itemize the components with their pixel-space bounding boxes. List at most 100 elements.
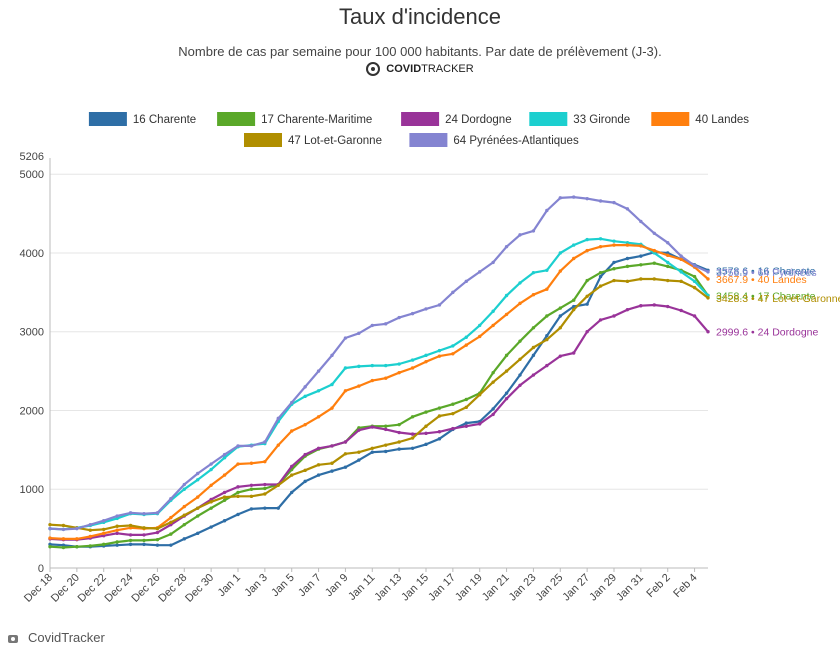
x-tick-label: Jan 19 xyxy=(453,572,485,604)
data-point xyxy=(115,516,119,521)
data-point xyxy=(343,336,348,340)
data-point xyxy=(451,402,455,406)
data-point xyxy=(572,307,576,312)
covidtracker-logo-icon xyxy=(366,62,381,76)
data-point xyxy=(625,279,630,284)
data-point xyxy=(504,369,509,373)
x-tick-label: Jan 15 xyxy=(399,572,431,604)
data-point xyxy=(652,277,656,281)
data-point xyxy=(357,364,361,369)
data-point xyxy=(249,483,254,488)
x-tick-label: Dec 26 xyxy=(129,572,162,605)
data-point xyxy=(397,362,401,366)
data-point xyxy=(585,302,589,306)
data-point xyxy=(652,231,656,235)
data-point xyxy=(531,229,536,233)
data-point xyxy=(585,237,589,242)
data-point xyxy=(531,373,536,377)
x-tick-label: Jan 7 xyxy=(296,572,324,600)
data-point xyxy=(558,314,562,318)
data-point xyxy=(182,522,186,527)
data-point xyxy=(464,279,468,284)
data-point xyxy=(357,331,361,336)
data-point xyxy=(504,353,509,358)
camera-icon xyxy=(8,634,18,643)
data-point xyxy=(437,406,442,410)
data-point xyxy=(276,416,280,421)
data-point xyxy=(612,278,616,283)
data-point xyxy=(384,322,388,326)
legend-swatch xyxy=(88,112,127,126)
data-point xyxy=(222,498,227,502)
data-point xyxy=(478,393,482,397)
data-point xyxy=(437,303,442,307)
x-tick-label: Dec 30 xyxy=(183,572,216,605)
x-tick-label: Dec 28 xyxy=(156,572,189,605)
data-point xyxy=(491,370,495,375)
data-point xyxy=(61,543,66,547)
data-point xyxy=(558,354,562,358)
data-point xyxy=(155,511,160,515)
data-point xyxy=(612,314,616,318)
x-tick-label: Jan 23 xyxy=(507,572,539,604)
data-point xyxy=(612,243,616,247)
data-point xyxy=(545,333,549,338)
data-point xyxy=(598,237,603,241)
data-point xyxy=(491,260,495,265)
data-point xyxy=(303,394,307,399)
x-tick-label: Jan 13 xyxy=(372,572,404,604)
data-point xyxy=(249,494,254,499)
data-point xyxy=(209,467,213,472)
data-point xyxy=(612,267,616,271)
chart-subtitle: Nombre de cas par semaine pour 100 000 h… xyxy=(178,44,662,59)
data-point xyxy=(706,330,710,334)
data-point xyxy=(424,442,428,447)
data-point xyxy=(222,519,227,523)
data-point xyxy=(303,452,307,457)
data-point xyxy=(128,533,133,537)
data-point xyxy=(75,545,79,549)
data-point xyxy=(464,343,468,347)
data-point xyxy=(679,254,683,258)
series-line xyxy=(49,262,709,549)
data-point xyxy=(437,437,442,441)
data-point xyxy=(169,532,173,536)
data-point xyxy=(478,334,482,339)
data-point xyxy=(410,436,415,440)
x-tick-label: Feb 2 xyxy=(644,572,672,600)
brand-rest: TRACKER xyxy=(421,63,474,75)
data-point xyxy=(343,465,348,469)
data-point xyxy=(222,495,227,499)
data-point xyxy=(330,461,334,465)
data-point xyxy=(585,294,589,298)
data-point xyxy=(478,270,482,274)
data-point xyxy=(182,482,186,487)
data-point xyxy=(478,422,482,426)
data-point xyxy=(316,389,321,393)
data-point xyxy=(303,479,307,484)
y-tick-label: 5000 xyxy=(20,169,44,181)
data-point xyxy=(625,207,630,211)
data-point xyxy=(639,277,643,281)
data-point xyxy=(115,528,119,532)
data-point xyxy=(464,405,468,410)
data-point xyxy=(410,366,415,370)
data-point xyxy=(518,383,522,387)
end-label: 2999.6 • 24 Dordogne xyxy=(716,327,818,339)
data-point xyxy=(585,278,589,283)
data-point xyxy=(182,537,186,541)
data-point xyxy=(263,459,267,464)
data-point xyxy=(357,426,361,430)
data-point xyxy=(491,407,495,411)
data-point xyxy=(209,506,213,510)
data-point xyxy=(679,308,683,313)
data-point xyxy=(370,446,374,450)
data-point xyxy=(397,430,401,435)
data-point xyxy=(692,274,697,279)
data-point xyxy=(598,284,603,288)
data-point xyxy=(518,357,522,361)
data-point xyxy=(531,293,536,297)
legend-swatch xyxy=(244,133,282,147)
data-point xyxy=(437,348,442,353)
data-point xyxy=(88,522,92,527)
